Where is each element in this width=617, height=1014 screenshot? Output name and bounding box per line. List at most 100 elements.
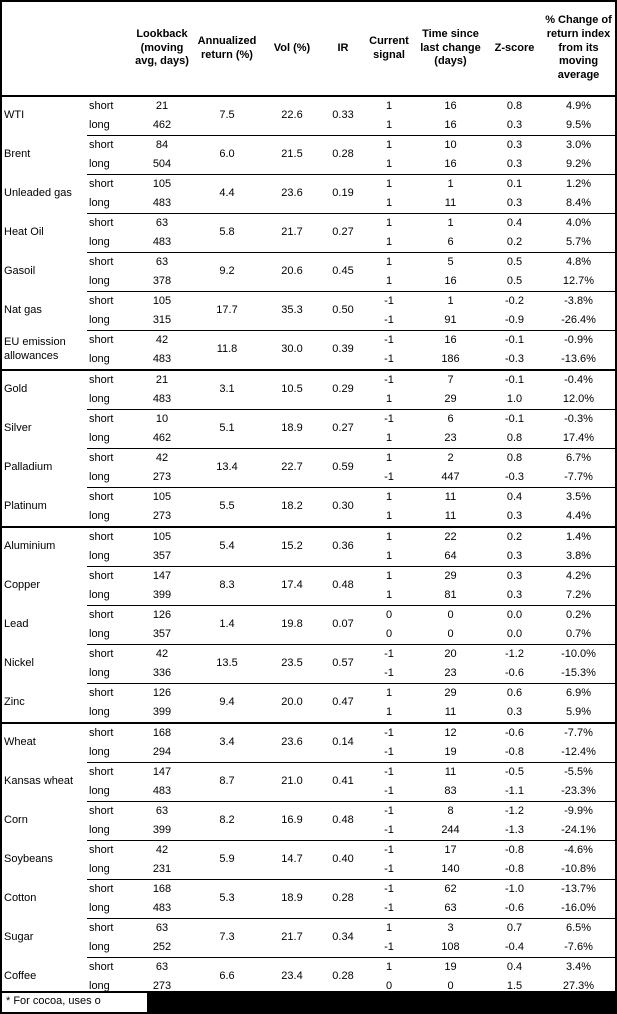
commodity-name: EU emission allowances — [4, 336, 66, 362]
leg-label-short: short — [87, 957, 132, 977]
pct-change-value: -4.6% — [542, 840, 615, 860]
vol-value: 16.9 — [262, 801, 322, 841]
current-signal-value: -1 — [364, 409, 414, 429]
lookback-value: 21 — [155, 99, 169, 112]
vol-value: 14.7 — [262, 840, 322, 880]
lookback-value: 483 — [152, 901, 172, 914]
current-signal-value: 1 — [364, 213, 414, 233]
z-score-value: 0.3 — [506, 549, 523, 562]
current-signal-value: -1 — [364, 840, 414, 860]
pct-change-value: 6.5% — [542, 918, 615, 938]
pct-change-value: 8.4% — [565, 196, 592, 209]
commodity-name: Corn — [4, 814, 28, 827]
commodity-row-long: long 273 0 0 1.5 27.3% — [2, 977, 615, 997]
lookback-value: 483 — [152, 352, 172, 365]
time-since-change-value: 186 — [441, 352, 460, 365]
z-score-value: 0.3 — [506, 196, 523, 209]
commodity-row-short: Heat Oil short 63 5.8 21.7 0.27 1 1 0.4 4.0% — [2, 213, 615, 253]
pct-change-value: -10.0% — [542, 644, 615, 664]
lookback-value: 378 — [152, 274, 172, 287]
commodity-row-short: Sugar short 63 7.3 21.7 0.34 1 3 0.7 6.5% — [2, 918, 615, 958]
pct-change-value: -10.8% — [561, 862, 596, 875]
annualized-return-value: 7.5 — [219, 109, 235, 122]
pct-change-value: -7.7% — [564, 470, 593, 483]
z-score-value: -0.8 — [505, 862, 524, 875]
vol-value: 18.9 — [262, 409, 322, 449]
leg-label-long: long — [89, 392, 110, 405]
commodity-row-long: long 504 1 16 0.3 9.2% — [2, 155, 615, 175]
commodity-row-short: EU emission allowances short 42 11.8 30.0 0.3… — [2, 330, 615, 370]
lookback-value: 126 — [132, 605, 192, 625]
annualized-return-value: 9.4 — [192, 683, 262, 723]
commodity-row-long: long 483 1 29 1.0 12.0% — [2, 390, 615, 410]
lookback-value: 273 — [152, 470, 172, 483]
time-since-change-value: 11 — [414, 487, 487, 507]
vol-value: 22.6 — [281, 109, 303, 122]
annualized-return-value: 13.5 — [192, 644, 262, 684]
annualized-return-value: 11.8 — [192, 330, 262, 370]
time-since-change-value: 11 — [444, 705, 457, 718]
annualized-return-value: 7.3 — [192, 918, 262, 958]
z-score-value: 0.4 — [487, 487, 542, 507]
z-score-value: 1.0 — [506, 392, 523, 405]
time-since-change-value: 3 — [414, 918, 487, 938]
z-score-value: -0.6 — [505, 666, 524, 679]
commodity-row-long: long 315 -1 91 -0.9 -26.4% — [2, 311, 615, 331]
ir-value: 0.48 — [322, 801, 364, 841]
z-score-value: 0.3 — [506, 705, 523, 718]
z-score-value: -0.8 — [505, 745, 524, 758]
leg-label-short: short — [87, 330, 132, 350]
current-signal-value: 1 — [364, 174, 414, 194]
lookback-value: 42 — [132, 840, 192, 860]
leg-label-long: long — [89, 470, 110, 483]
col-header-vol: Vol (%) — [262, 2, 322, 97]
commodity-row-short: Platinum short 105 5.5 18.2 0.30 1 11 0.4 3.5% — [2, 487, 615, 527]
ir-value: 0.59 — [322, 448, 364, 488]
annualized-return-value: 5.3 — [192, 879, 262, 919]
leg-label-short: short — [87, 918, 132, 938]
current-signal-value: 1 — [364, 135, 414, 155]
commodity-row-long: long 483 -1 83 -1.1 -23.3% — [2, 782, 615, 802]
pct-change-value: -24.1% — [561, 823, 596, 836]
annualized-return-value: 4.4 — [192, 174, 262, 214]
commodity-name: Coffee — [4, 970, 37, 983]
pct-change-value: -26.4% — [561, 313, 596, 326]
commodity-row-short: Copper short 147 8.3 17.4 0.48 1 29 0.3 4.2% — [2, 566, 615, 606]
time-since-change-value: 22 — [414, 526, 487, 547]
time-since-change-value: 11 — [444, 196, 457, 209]
z-score-value: 1.5 — [506, 979, 523, 992]
z-score-value: -0.8 — [487, 840, 542, 860]
commodity-row-short: WTI short 21 7.5 22.6 0.33 1 16 0.8 4.9% — [2, 96, 615, 122]
current-signal-value: -1 — [384, 784, 394, 797]
pct-change-value: 4.9% — [565, 99, 592, 112]
ir-value: 0.48 — [322, 566, 364, 606]
pct-change-value: -0.9% — [542, 330, 615, 350]
z-score-value: 0.5 — [487, 252, 542, 272]
pct-change-value: 17.4% — [562, 431, 595, 444]
pct-change-value: 1.2% — [542, 174, 615, 194]
commodity-name: Zinc — [4, 695, 25, 708]
ir-value: 0.45 — [322, 252, 364, 292]
lookback-value: 42 — [132, 448, 192, 468]
commodity-name: WTI — [4, 109, 25, 122]
current-signal-value: 1 — [364, 252, 414, 272]
pct-change-value: 4.8% — [542, 252, 615, 272]
leg-label-long: long — [89, 940, 110, 953]
time-since-change-value: 16 — [444, 274, 457, 287]
leg-label-long: long — [89, 157, 110, 170]
ir-value: 0.50 — [322, 291, 364, 331]
current-signal-value: -1 — [384, 823, 394, 836]
commodity-name: Aluminium — [2, 526, 87, 567]
z-score-value: 0.3 — [506, 509, 523, 522]
pct-change-value: -16.0% — [561, 901, 596, 914]
leg-label-short: short — [87, 526, 132, 547]
current-signal-value: -1 — [364, 801, 414, 821]
time-since-change-value: 1 — [414, 213, 487, 233]
current-signal-value: 1 — [385, 157, 393, 170]
current-signal-value: 1 — [385, 705, 393, 718]
commodity-name: Unleaded gas — [4, 187, 72, 200]
lookback-value: 105 — [132, 291, 192, 311]
z-score-value: 0.2 — [506, 235, 523, 248]
time-since-change-value: 16 — [444, 157, 457, 170]
commodity-row-long: long 399 -1 244 -1.3 -24.1% — [2, 821, 615, 841]
